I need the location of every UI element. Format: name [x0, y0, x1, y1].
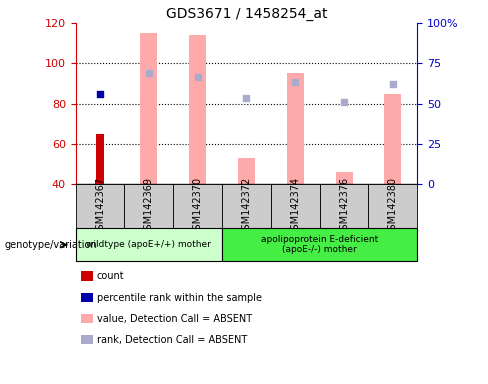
Text: wildtype (apoE+/+) mother: wildtype (apoE+/+) mother [86, 240, 211, 249]
Point [291, 78, 299, 84]
Text: GSM142374: GSM142374 [290, 177, 300, 236]
Text: genotype/variation: genotype/variation [5, 240, 98, 250]
Text: percentile rank within the sample: percentile rank within the sample [97, 293, 262, 303]
Bar [189, 35, 206, 184]
Text: GSM142372: GSM142372 [242, 177, 251, 236]
Bar [238, 158, 255, 184]
Bar [141, 33, 158, 184]
Bar [271, 184, 320, 228]
Point [194, 74, 202, 81]
Text: GSM142369: GSM142369 [144, 177, 154, 236]
Point [243, 94, 250, 101]
Title: GDS3671 / 1458254_at: GDS3671 / 1458254_at [166, 7, 327, 21]
Text: apolipoprotein E-deficient
(apoE-/-) mother: apolipoprotein E-deficient (apoE-/-) mot… [261, 235, 378, 255]
Text: value, Detection Call = ABSENT: value, Detection Call = ABSENT [97, 314, 252, 324]
Bar [97, 134, 104, 184]
Text: GSM142376: GSM142376 [339, 177, 349, 236]
Text: count: count [97, 271, 124, 281]
Bar [287, 73, 304, 184]
Point [145, 70, 153, 76]
Point [389, 81, 397, 87]
Bar [76, 184, 124, 228]
Bar [336, 172, 353, 184]
Text: GSM142380: GSM142380 [388, 177, 398, 236]
Bar [222, 184, 271, 228]
Bar [222, 228, 417, 261]
Point [96, 91, 104, 97]
Bar [320, 184, 368, 228]
Bar [76, 228, 222, 261]
Bar [173, 184, 222, 228]
Text: GSM142370: GSM142370 [193, 177, 203, 236]
Point [340, 99, 348, 105]
Bar [368, 184, 417, 228]
Bar [385, 94, 402, 184]
Text: GSM142367: GSM142367 [95, 177, 105, 236]
Text: rank, Detection Call = ABSENT: rank, Detection Call = ABSENT [97, 335, 247, 345]
Bar [124, 184, 173, 228]
